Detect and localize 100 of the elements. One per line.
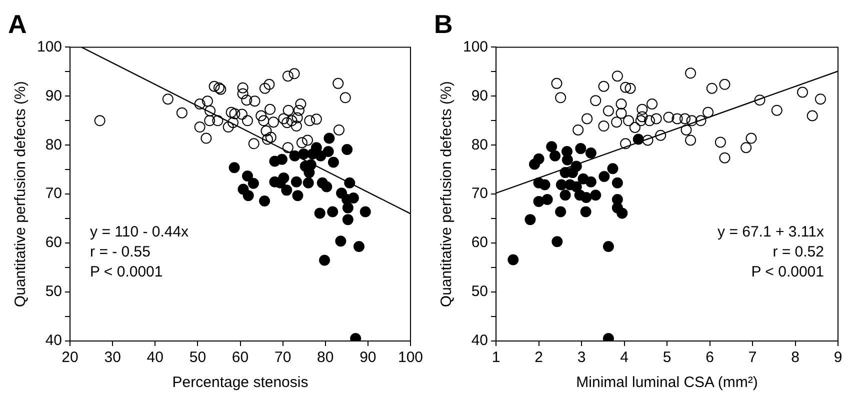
x-tick-label: 60 <box>232 349 249 366</box>
point <box>607 163 618 174</box>
point <box>194 122 206 133</box>
y-tick-label: 80 <box>471 136 488 154</box>
x-tick-label: 80 <box>317 349 334 366</box>
y-tick-label: 90 <box>471 87 488 104</box>
point <box>256 110 267 122</box>
annotation: P < 0.0001 <box>751 264 824 281</box>
y-tick-label: 90 <box>45 87 62 104</box>
point <box>282 142 294 154</box>
point <box>237 88 248 100</box>
annotation: r = - 0.55 <box>90 244 150 261</box>
point <box>624 82 636 94</box>
point <box>598 170 610 182</box>
point <box>194 98 206 110</box>
point <box>644 115 655 126</box>
point <box>302 134 313 146</box>
point <box>550 150 561 162</box>
chart-title: B <box>434 8 453 39</box>
x-tick-label: 2 <box>534 349 543 366</box>
point <box>719 152 730 164</box>
point <box>598 120 610 132</box>
point <box>663 112 674 123</box>
point <box>276 154 288 165</box>
point <box>344 177 356 188</box>
point <box>612 70 623 82</box>
point <box>508 254 519 266</box>
point <box>590 95 602 106</box>
x-axis-title: Percentage stenosis <box>172 374 308 392</box>
x-axis-title: Minimal luminal CSA (mm²) <box>576 374 758 392</box>
point <box>328 156 339 168</box>
point <box>582 113 593 124</box>
y-axis-title: Quantitative perfusion defects (%) <box>438 81 456 308</box>
x-tick-label: 40 <box>146 349 164 366</box>
point <box>629 122 640 134</box>
point <box>286 115 298 126</box>
x-tick-label: 3 <box>577 349 586 366</box>
point <box>208 80 220 92</box>
point <box>539 179 550 190</box>
point <box>204 115 216 126</box>
point <box>295 98 306 110</box>
point <box>679 113 690 124</box>
point <box>242 190 254 202</box>
point <box>695 115 706 126</box>
x-tick-label: 4 <box>620 349 628 366</box>
point <box>754 94 766 106</box>
point <box>714 136 726 148</box>
point <box>814 94 826 105</box>
point <box>304 115 316 126</box>
y-tick-label: 80 <box>45 136 62 154</box>
point <box>296 137 308 148</box>
point <box>620 138 632 150</box>
chart-title: A <box>8 8 27 39</box>
point <box>212 115 224 126</box>
point <box>288 68 300 80</box>
point <box>797 86 808 98</box>
point <box>248 138 260 150</box>
point <box>302 177 314 188</box>
y-tick-label: 60 <box>45 234 62 252</box>
point <box>265 132 276 143</box>
point <box>264 104 276 115</box>
point <box>611 116 622 128</box>
point <box>570 181 582 192</box>
point <box>686 115 698 126</box>
point <box>321 181 332 192</box>
point <box>612 177 623 188</box>
y-tick-label: 50 <box>45 283 62 300</box>
point <box>264 78 275 90</box>
point <box>281 184 292 196</box>
point <box>533 153 544 164</box>
annotation: P < 0.0001 <box>90 264 163 281</box>
point <box>620 82 632 93</box>
point <box>314 208 326 219</box>
point <box>348 192 359 204</box>
point <box>290 120 302 132</box>
y-tick-label: 70 <box>45 185 62 202</box>
point <box>176 107 188 118</box>
point <box>310 114 322 125</box>
point <box>672 113 683 124</box>
point <box>602 240 614 252</box>
point <box>340 92 351 104</box>
point <box>292 190 304 202</box>
point <box>258 115 270 126</box>
point <box>259 82 270 94</box>
point <box>616 98 627 110</box>
point <box>342 144 353 156</box>
point <box>636 104 648 115</box>
x-tick-label: 1 <box>492 349 500 366</box>
point <box>533 196 544 207</box>
point <box>655 130 666 141</box>
point <box>590 190 602 201</box>
point <box>236 108 248 120</box>
point <box>335 236 346 247</box>
point <box>524 214 536 226</box>
y-tick-label: 70 <box>471 185 488 202</box>
point <box>162 94 174 105</box>
point <box>342 214 354 226</box>
x-tick-label: 100 <box>398 349 423 366</box>
point <box>290 176 302 188</box>
x-tick-label: 7 <box>748 349 757 366</box>
